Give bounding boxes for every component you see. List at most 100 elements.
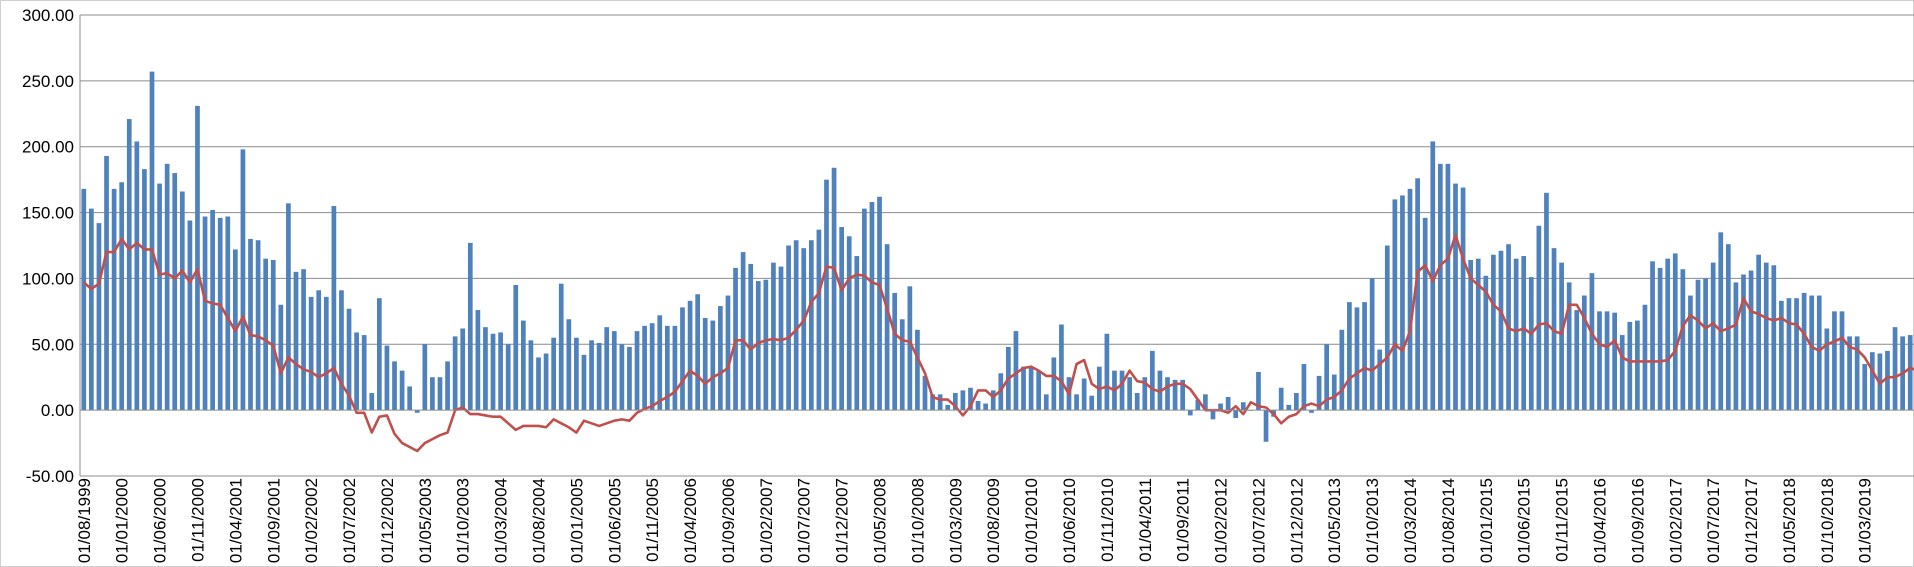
- x-tick-label: 01/08/2009: [984, 478, 1003, 563]
- bar: [1400, 195, 1405, 411]
- bar: [1619, 335, 1625, 411]
- bar: [270, 259, 276, 411]
- bar: [793, 240, 799, 411]
- bar: [1104, 333, 1110, 411]
- bar: [710, 320, 716, 411]
- y-tick-label: 0.00: [41, 401, 74, 420]
- bar: [657, 315, 663, 411]
- bar: [1672, 253, 1678, 411]
- bar: [1437, 163, 1443, 411]
- bar: [1392, 199, 1398, 411]
- bar: [1475, 258, 1481, 411]
- bar: [354, 332, 359, 411]
- bar: [824, 179, 829, 411]
- y-tick-label: 300.00: [22, 6, 74, 25]
- bar: [930, 394, 935, 411]
- axes: [79, 15, 1914, 476]
- x-tick-label: 01/07/2012: [1249, 478, 1268, 563]
- bar: [1597, 311, 1602, 411]
- bar: [1536, 225, 1542, 411]
- x-tick-labels: 01/08/1999 01/01/2000 01/06/2000 01/11/2000…: [75, 478, 1875, 563]
- bar: [1430, 141, 1436, 411]
- bar: [816, 229, 822, 411]
- bar: [1210, 410, 1216, 420]
- bar: [1331, 374, 1337, 411]
- bar: [1907, 335, 1913, 411]
- bar: [983, 403, 988, 411]
- x-tick-label: 01/06/2015: [1515, 478, 1534, 563]
- bar: [1604, 311, 1610, 411]
- x-tick-label: 01/05/2018: [1780, 478, 1799, 563]
- bar: [604, 327, 610, 411]
- bar: [126, 119, 132, 411]
- bar: [81, 188, 87, 411]
- x-tick-label: 01/04/2011: [1136, 478, 1155, 562]
- bar: [104, 155, 109, 411]
- bar: [642, 325, 647, 411]
- x-tick-label: 01/10/2013: [1363, 478, 1382, 563]
- bar: [1354, 307, 1360, 411]
- bar: [460, 328, 466, 411]
- bar: [119, 182, 125, 411]
- bar: [255, 240, 261, 411]
- bar: [922, 375, 928, 411]
- x-tick-label: 01/09/2011: [1174, 478, 1193, 562]
- bar: [1566, 282, 1572, 411]
- bar: [134, 141, 140, 411]
- bar: [634, 331, 640, 411]
- bar: [960, 390, 966, 411]
- bar: [627, 346, 632, 411]
- bar: [157, 183, 162, 411]
- x-tick-label: 01/09/2006: [719, 478, 738, 563]
- bar: [202, 216, 208, 411]
- bar: [483, 327, 488, 411]
- bar: [1763, 262, 1769, 411]
- bar: [1460, 187, 1466, 411]
- bar: [505, 344, 511, 411]
- bar: [664, 325, 670, 411]
- bar: [1635, 320, 1640, 411]
- bar: [1680, 269, 1686, 411]
- x-tick-label: 01/06/2010: [1060, 478, 1079, 563]
- bar: [1528, 277, 1534, 411]
- bar: [755, 281, 761, 411]
- bar: [778, 266, 784, 411]
- x-tick-label: 01/12/2007: [833, 478, 852, 563]
- bar: [854, 256, 860, 411]
- bar: [1453, 183, 1458, 411]
- bar: [1059, 324, 1064, 411]
- bar: [301, 269, 306, 411]
- bar: [1695, 279, 1701, 411]
- x-tick-label: 01/02/2012: [1212, 478, 1231, 563]
- bar: [407, 386, 413, 411]
- bar: [1150, 350, 1155, 411]
- bar: [384, 345, 390, 411]
- bar: [361, 335, 367, 411]
- x-tick-label: 01/09/2001: [264, 478, 283, 563]
- bar: [225, 216, 231, 411]
- bar: [551, 337, 557, 411]
- bar: [733, 267, 738, 411]
- bar: [968, 387, 973, 411]
- bar: [1407, 188, 1413, 411]
- bar: [1498, 250, 1504, 411]
- bar: [1862, 364, 1868, 411]
- bar: [680, 307, 685, 411]
- bar: [846, 236, 852, 411]
- bar: [1369, 278, 1375, 411]
- bar: [1801, 292, 1807, 411]
- bar: [862, 208, 867, 411]
- x-tick-label: 01/12/2017: [1742, 478, 1761, 563]
- bar: [808, 240, 814, 411]
- bar: [566, 319, 572, 411]
- bar: [1847, 336, 1852, 411]
- line-series: [82, 233, 1914, 453]
- bar: [1741, 274, 1746, 411]
- x-tick-label: 01/02/2002: [302, 478, 321, 563]
- x-tick-label: 01/01/2005: [567, 478, 586, 563]
- bar: [452, 336, 458, 411]
- bar: [1483, 275, 1489, 411]
- bar: [536, 357, 541, 411]
- bar: [369, 393, 375, 411]
- bar: [1869, 352, 1875, 411]
